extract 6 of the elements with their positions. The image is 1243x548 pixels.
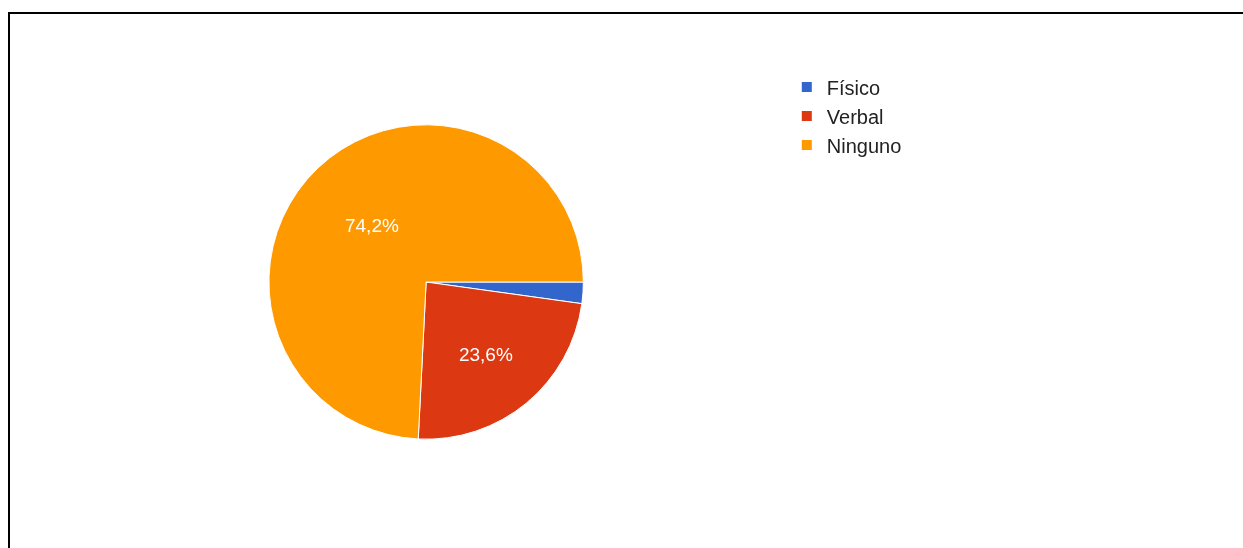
legend-label: Físico	[826, 76, 881, 99]
pie-slice	[268, 124, 584, 440]
data-label: 23,6%	[458, 343, 513, 365]
legend-label: Verbal	[826, 105, 884, 128]
data-label: 74,2%	[344, 214, 399, 236]
legend-label: Ninguno	[826, 134, 902, 157]
